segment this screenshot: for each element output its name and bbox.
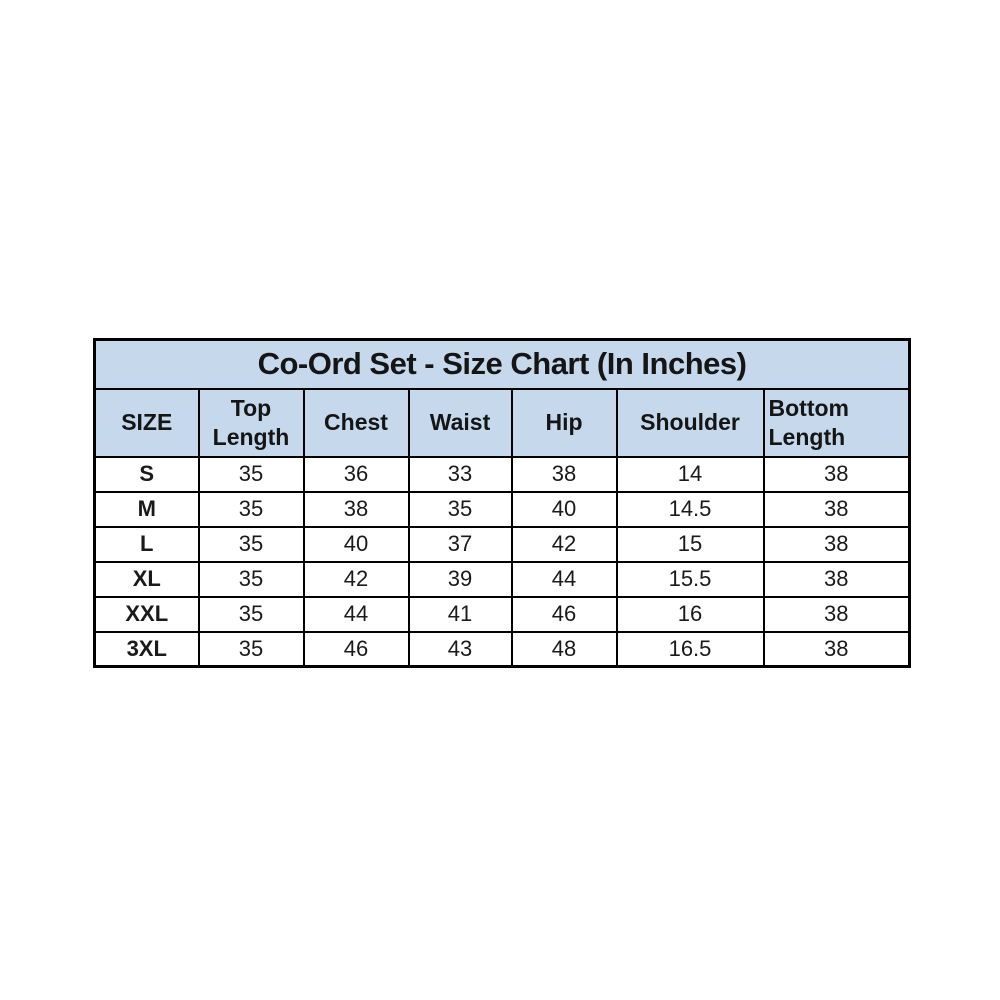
- value-cell: 15: [615, 525, 765, 563]
- value-cell: 42: [510, 525, 618, 563]
- column-header-row: SIZE Top Length Chest Waist Hip Shoulder…: [93, 387, 911, 458]
- value-cell: 38: [762, 560, 911, 598]
- size-chart-table: Co-Ord Set - Size Chart (In Inches) SIZE…: [93, 338, 912, 668]
- size-cell: XXL: [93, 595, 200, 633]
- value-cell: 35: [197, 595, 305, 633]
- value-cell: 35: [197, 525, 305, 563]
- value-cell: 14.5: [615, 490, 765, 528]
- size-cell: 3XL: [93, 630, 200, 668]
- value-cell: 15.5: [615, 560, 765, 598]
- title-row: Co-Ord Set - Size Chart (In Inches): [93, 338, 911, 390]
- value-cell: 44: [510, 560, 618, 598]
- size-cell: XL: [93, 560, 200, 598]
- value-cell: 38: [762, 490, 911, 528]
- value-cell: 42: [302, 560, 410, 598]
- column-header-waist: Waist: [407, 387, 513, 458]
- value-cell: 41: [407, 595, 513, 633]
- chart-title: Co-Ord Set - Size Chart (In Inches): [93, 338, 911, 390]
- table-row-3xl: 3XL 35 46 43 48 16.5 38: [93, 630, 911, 668]
- size-cell: M: [93, 490, 200, 528]
- column-header-shoulder: Shoulder: [615, 387, 765, 458]
- column-header-top-length: Top Length: [197, 387, 305, 458]
- value-cell: 46: [302, 630, 410, 668]
- size-cell: L: [93, 525, 200, 563]
- value-cell: 35: [197, 455, 305, 493]
- value-cell: 46: [510, 595, 618, 633]
- value-cell: 35: [407, 490, 513, 528]
- value-cell: 33: [407, 455, 513, 493]
- column-header-bottom-length: Bottom Length: [762, 387, 911, 458]
- value-cell: 48: [510, 630, 618, 668]
- column-header-size: SIZE: [93, 387, 200, 458]
- table-row-l: L 35 40 37 42 15 38: [93, 525, 911, 563]
- value-cell: 43: [407, 630, 513, 668]
- value-cell: 16: [615, 595, 765, 633]
- value-cell: 38: [762, 630, 911, 668]
- value-cell: 40: [302, 525, 410, 563]
- value-cell: 35: [197, 490, 305, 528]
- column-header-chest: Chest: [302, 387, 410, 458]
- value-cell: 44: [302, 595, 410, 633]
- value-cell: 16.5: [615, 630, 765, 668]
- value-cell: 40: [510, 490, 618, 528]
- value-cell: 38: [762, 595, 911, 633]
- column-header-hip: Hip: [510, 387, 618, 458]
- value-cell: 38: [762, 455, 911, 493]
- value-cell: 36: [302, 455, 410, 493]
- value-cell: 35: [197, 560, 305, 598]
- value-cell: 39: [407, 560, 513, 598]
- value-cell: 35: [197, 630, 305, 668]
- table-row-xxl: XXL 35 44 41 46 16 38: [93, 595, 911, 633]
- table-row-s: S 35 36 33 38 14 38: [93, 455, 911, 493]
- size-cell: S: [93, 455, 200, 493]
- table-row-m: M 35 38 35 40 14.5 38: [93, 490, 911, 528]
- value-cell: 38: [302, 490, 410, 528]
- table-row-xl: XL 35 42 39 44 15.5 38: [93, 560, 911, 598]
- value-cell: 14: [615, 455, 765, 493]
- value-cell: 38: [762, 525, 911, 563]
- value-cell: 37: [407, 525, 513, 563]
- value-cell: 38: [510, 455, 618, 493]
